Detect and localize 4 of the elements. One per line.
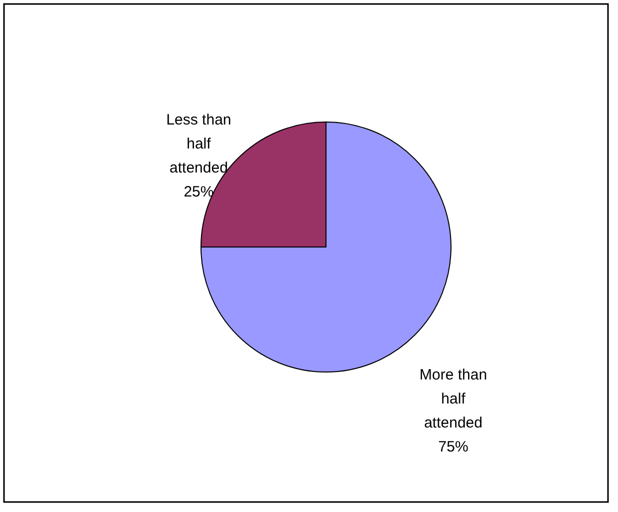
slice-label: More than half attended	[420, 366, 488, 432]
data-label: 25%	[184, 184, 214, 201]
slice-label: Less than half attended	[166, 112, 232, 177]
data-label: 75%	[438, 438, 468, 456]
